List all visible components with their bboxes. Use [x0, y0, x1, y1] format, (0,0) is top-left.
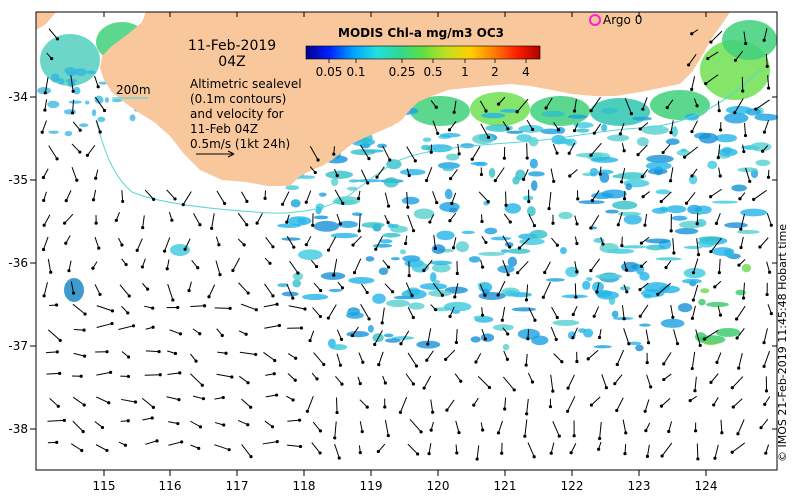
credit-text: © IMOS 21-Feb-2019 11:45:48 Hobart time: [776, 223, 789, 462]
latitude-tick-label: -35: [8, 173, 28, 187]
longitude-tick-label: 117: [226, 479, 249, 493]
colorbar-tick-label: 2: [491, 65, 499, 79]
description-line: (0.1m contours): [190, 92, 287, 106]
velocity-arrows: [40, 28, 773, 461]
map-date-title: 11-Feb-2019: [187, 38, 277, 54]
plot-frame: [35, 11, 778, 471]
longitude-tick-label: 123: [628, 479, 651, 493]
scale-arrow: [196, 150, 235, 158]
longitude-tick-label: 115: [93, 479, 116, 493]
longitude-tick-label: 118: [293, 479, 316, 493]
latitude-tick-label: -36: [8, 256, 28, 270]
colorbar-tick-label: 4: [522, 65, 530, 79]
colorbar-tick-label: 0.25: [389, 65, 416, 79]
chlorophyll-patches: [37, 20, 779, 352]
colorbar-tick-label: 1: [461, 65, 469, 79]
longitude-tick-label: 124: [695, 479, 718, 493]
colorbar-title: MODIS Chl-a mg/m3 OC3: [338, 26, 504, 40]
latitude-tick-label: -38: [8, 422, 28, 436]
argo-label: Argo 0: [603, 13, 643, 27]
latitude-tick-label: -37: [8, 339, 28, 353]
isobath-label: 200m: [116, 83, 151, 97]
description-line: and velocity for: [190, 107, 284, 121]
land-corner: [36, 12, 56, 30]
latitude-tick-label: -34: [8, 90, 28, 104]
description-line: Altimetric sealevel: [190, 77, 302, 91]
colorbar-tick-label: 0.05: [316, 65, 343, 79]
longitude-tick-label: 119: [360, 479, 383, 493]
colorbar: 0.05 0.1 0.25 0.5 1 2 4: [305, 45, 541, 79]
longitude-tick-label: 120: [427, 479, 450, 493]
description-line: 0.5m/s (1kt 24h): [190, 137, 291, 151]
colorbar-tick-label: 0.5: [423, 65, 442, 79]
map-time-title: 04Z: [218, 54, 246, 70]
description-line: 11-Feb 04Z: [190, 122, 259, 136]
land-mainland: [36, 12, 730, 186]
colorbar-tick-label: 0.1: [346, 65, 365, 79]
longitude-tick-label: 121: [494, 479, 517, 493]
map-description: Altimetric sealevel (0.1m contours) and …: [190, 77, 302, 152]
argo-float-marker: [589, 14, 601, 26]
longitude-tick-label: 116: [159, 479, 182, 493]
longitude-tick-label: 122: [561, 479, 584, 493]
colorbar-gradient: [305, 45, 541, 60]
